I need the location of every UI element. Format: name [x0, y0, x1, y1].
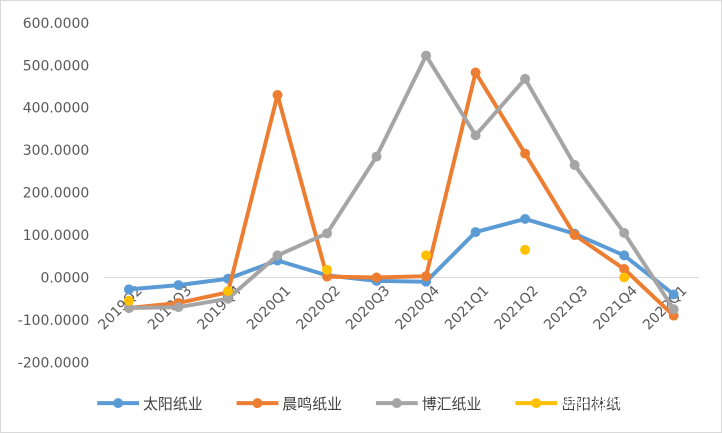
data-point — [520, 148, 531, 159]
data-point — [421, 50, 432, 61]
data-point — [470, 67, 481, 78]
y-axis: 600.0000 500.0000 400.0000 300.0000 200.0000… — [18, 16, 89, 371]
y-tick-label: 500.0000 — [23, 58, 89, 74]
y-tick-label: 600.0000 — [23, 16, 89, 32]
series-line — [126, 216, 676, 297]
x-tick-label: 2021Q4 — [591, 283, 641, 333]
y-tick-label: 400.0000 — [23, 101, 89, 117]
data-point — [421, 250, 432, 261]
data-point — [569, 160, 580, 171]
legend-item: 晨鸣纸业 — [236, 395, 342, 413]
legend: 太阳纸业 晨鸣纸业 博汇纸业 岳阳林纸 — [97, 395, 621, 413]
x-tick-label: 2020Q1 — [244, 283, 294, 333]
data-point — [371, 272, 382, 283]
x-tick-label: 2020Q3 — [343, 283, 393, 333]
legend-label: 博汇纸业 — [422, 395, 482, 413]
data-point — [520, 73, 531, 84]
legend-label: 太阳纸业 — [143, 395, 203, 413]
data-point — [322, 228, 333, 239]
data-point — [470, 227, 481, 238]
data-point — [223, 293, 233, 304]
data-point — [520, 213, 531, 224]
series-line — [126, 53, 676, 312]
y-tick-label: 200.0000 — [23, 186, 89, 202]
x-tick-label: 2021Q2 — [491, 283, 541, 333]
data-point — [173, 280, 184, 291]
data-point — [123, 303, 134, 313]
y-tick-label: 300.0000 — [23, 143, 89, 159]
legend-item: 太阳纸业 — [97, 395, 203, 413]
legend-item: 博汇纸业 — [375, 395, 482, 413]
series-3 — [123, 50, 679, 315]
data-point — [272, 90, 283, 101]
series-1 — [123, 213, 679, 300]
x-tick-label: 2020Q2 — [293, 283, 343, 333]
data-point — [619, 227, 630, 238]
data-point — [322, 264, 333, 275]
data-point — [619, 264, 630, 274]
data-point — [272, 250, 283, 261]
legend-item: 岳阳林纸 — [515, 395, 621, 413]
series-4 — [123, 244, 630, 306]
data-point — [619, 272, 630, 283]
data-point — [569, 230, 580, 241]
data-point — [668, 289, 679, 300]
data-point — [470, 130, 481, 141]
data-point — [619, 250, 630, 261]
y-tick-label: -100.0000 — [18, 313, 89, 329]
data-point — [173, 302, 184, 313]
legend-marker — [252, 398, 263, 409]
data-point — [223, 286, 233, 297]
series-line — [126, 70, 676, 318]
legend-marker — [531, 398, 542, 409]
data-point — [123, 284, 134, 295]
data-point — [668, 304, 679, 315]
series-layer — [123, 50, 679, 321]
x-tick-label: 2021Q3 — [541, 283, 591, 333]
data-point — [123, 295, 134, 306]
y-tick-label: 0.0000 — [41, 270, 90, 286]
data-point — [520, 244, 531, 255]
legend-label: 晨鸣纸业 — [282, 395, 342, 413]
y-tick-label: 100.0000 — [23, 228, 89, 244]
x-tick-label: 2021Q1 — [442, 283, 492, 333]
data-point — [371, 151, 382, 162]
legend-marker — [113, 398, 124, 409]
data-point — [421, 271, 432, 282]
watermark-text: 知乎 @叶购优选 — [559, 393, 668, 411]
x-tick-label: 2020Q4 — [392, 283, 442, 333]
legend-label: 岳阳林纸 — [561, 395, 621, 413]
y-tick-label: -200.0000 — [18, 355, 89, 371]
legend-marker — [391, 398, 402, 409]
